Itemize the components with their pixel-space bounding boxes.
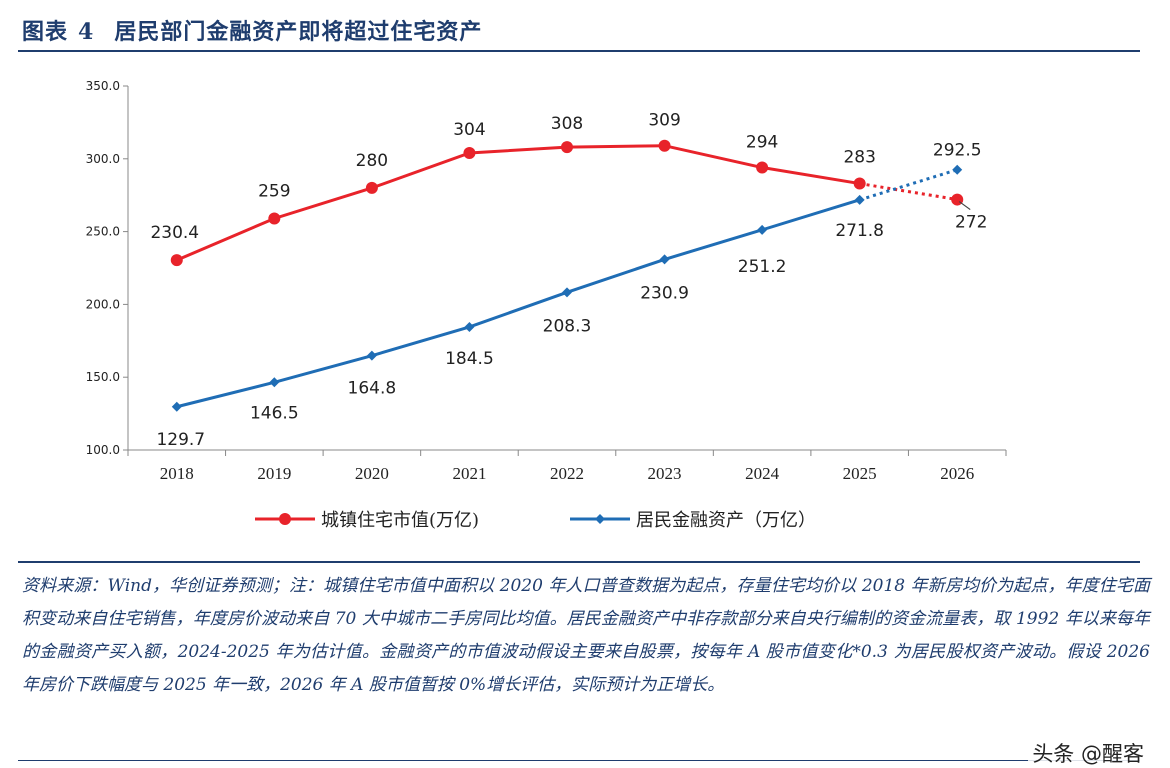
- financial-series-line: [176, 198, 861, 409]
- watermark: 头条 @醒客: [1028, 738, 1148, 768]
- bottom-divider: [18, 760, 1140, 761]
- housing-data-label: 272: [955, 213, 987, 233]
- x-tick-label: 2023: [648, 464, 682, 483]
- housing-data-label: 230.4: [150, 223, 199, 243]
- x-tick-label: 2018: [160, 464, 194, 483]
- x-tick-label: 2025: [843, 464, 877, 483]
- housing-data-label: 309: [648, 111, 680, 131]
- figure-number: 4: [78, 19, 95, 45]
- housing-data-label: 283: [843, 148, 875, 168]
- financial-data-label: 230.9: [640, 283, 689, 303]
- y-tick-label: 150.0: [86, 370, 120, 384]
- financial-point: [464, 321, 475, 332]
- financial-point: [269, 377, 280, 388]
- financial-point: [659, 254, 670, 265]
- financial-point: [366, 350, 377, 361]
- x-tick-label: 2024: [745, 464, 780, 483]
- housing-series-line: [176, 144, 860, 262]
- financial-point: [562, 287, 572, 298]
- financial-data-label: 184.5: [445, 349, 494, 369]
- chart-legend: 城镇住宅市值(万亿) 居民金融资产（万亿）: [255, 510, 816, 531]
- financial-data-label: 292.5: [933, 141, 982, 161]
- financial-legend-label: 居民金融资产（万亿）: [636, 510, 816, 531]
- financial-legend-marker: [595, 514, 605, 524]
- housing-data-label: 304: [453, 120, 485, 140]
- y-tick-label: 200.0: [86, 297, 120, 311]
- housing-label-leader: [958, 201, 971, 211]
- y-tick-label: 300.0: [86, 152, 120, 166]
- x-tick-label: 2021: [452, 464, 486, 483]
- housing-data-label: 294: [746, 133, 778, 153]
- y-tick-label: 100.0: [86, 443, 120, 457]
- housing-point: [853, 177, 866, 190]
- x-tick-label: 2019: [257, 464, 291, 483]
- housing-legend-marker: [279, 513, 291, 525]
- housing-data-label: 259: [258, 181, 290, 201]
- chart-axes: 100.0 150.0 200.0 250.0 300.0 350.0 2018 2019 20…: [86, 79, 1007, 483]
- figure-title: 图表 4 居民部门金融资产即将超过住宅资产: [22, 14, 482, 46]
- financial-data-label: 129.7: [156, 430, 205, 450]
- housing-data-label: 280: [356, 151, 388, 171]
- chart-data-labels: 230.4 259 280 304 308 309 294 283 272 129.7 146.5 1…: [150, 111, 987, 450]
- financial-point: [171, 401, 182, 412]
- housing-point: [463, 146, 476, 159]
- housing-point: [365, 181, 378, 194]
- y-tick-label: 350.0: [86, 79, 120, 93]
- x-tick-label: 2026: [940, 464, 974, 483]
- housing-point: [561, 141, 573, 154]
- financial-point: [854, 194, 865, 205]
- y-tick-label: 250.0: [86, 225, 120, 239]
- figure-title-text: 居民部门金融资产即将超过住宅资产: [114, 19, 483, 45]
- housing-legend-label: 城镇住宅市值(万亿): [321, 510, 479, 531]
- line-chart: 100.0 150.0 200.0 250.0 300.0 350.0 2018 2019 20…: [86, 79, 1007, 531]
- financial-data-label: 251.2: [738, 257, 787, 277]
- title-divider: [18, 50, 1140, 52]
- source-divider: [18, 561, 1140, 563]
- financial-point: [952, 164, 963, 175]
- x-tick-label: 2020: [355, 464, 389, 483]
- figure-label: 图表: [22, 19, 69, 45]
- financial-data-label: 208.3: [543, 316, 592, 336]
- housing-point: [170, 254, 183, 267]
- financial-data-label: 271.8: [835, 221, 884, 241]
- financial-data-label: 164.8: [348, 379, 397, 399]
- financial-point: [757, 224, 768, 235]
- chart-series: [170, 139, 964, 412]
- housing-forecast-line: [859, 182, 958, 202]
- financial-data-label: 146.5: [250, 403, 299, 423]
- housing-data-label: 308: [551, 114, 583, 134]
- housing-point: [268, 212, 281, 225]
- housing-point: [756, 161, 769, 174]
- source-note: 资料来源：Wind，华创证券预测；注：城镇住宅市值中面积以 2020 年人口普查…: [22, 576, 1150, 695]
- x-tick-label: 2022: [550, 464, 584, 483]
- financial-forecast-line: [859, 168, 958, 202]
- housing-point: [658, 139, 671, 152]
